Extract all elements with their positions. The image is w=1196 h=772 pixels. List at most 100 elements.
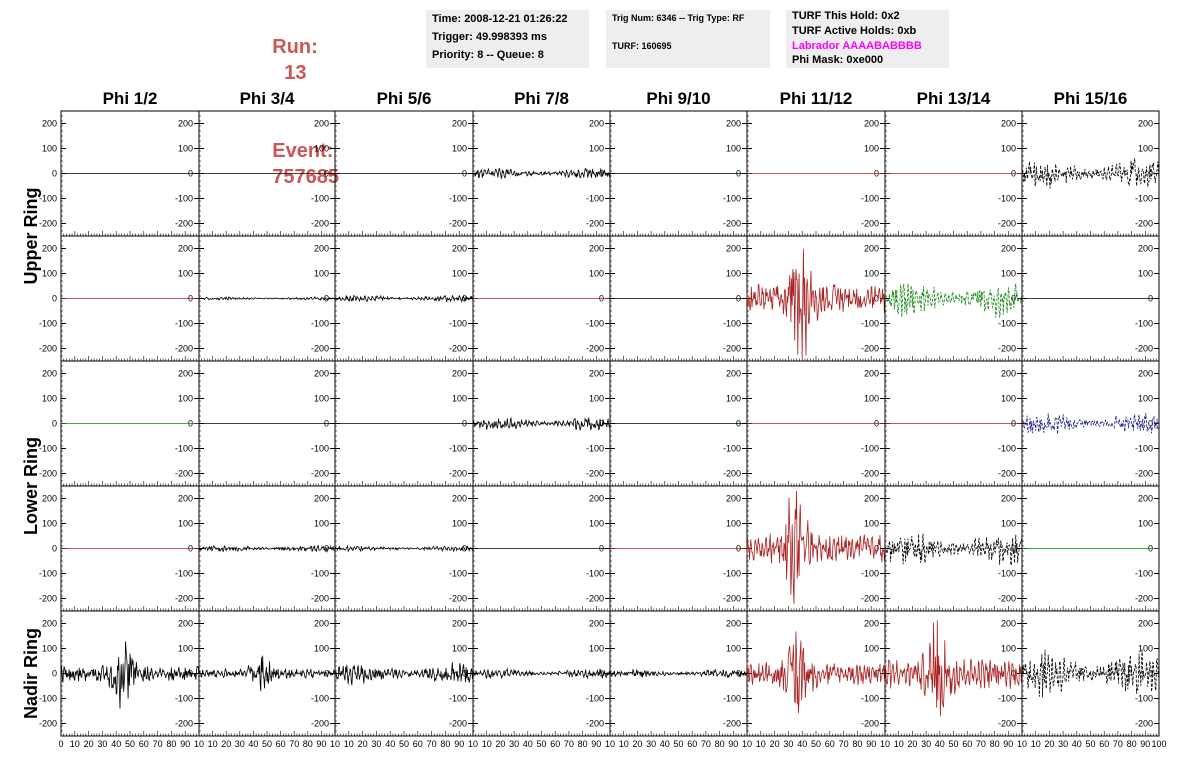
y-tick-label: -100 xyxy=(175,569,193,579)
x-tick-label: 20 xyxy=(1044,739,1054,749)
y-tick-label: 200 xyxy=(864,119,879,129)
y-tick-label: 100 xyxy=(589,519,604,529)
x-tick-label: 30 xyxy=(235,739,245,749)
y-tick-label: 200 xyxy=(1001,619,1016,629)
y-tick-label: -200 xyxy=(449,719,467,729)
y-tick-label: 200 xyxy=(178,619,193,629)
y-tick-label: 100 xyxy=(1001,269,1016,279)
y-tick-label: -200 xyxy=(723,594,741,604)
y-tick-label: 0 xyxy=(324,294,329,304)
y-tick-label: -100 xyxy=(449,319,467,329)
column-title: Phi 7/8 xyxy=(514,89,569,108)
y-tick-label: -200 xyxy=(998,469,1016,479)
y-tick-label: 200 xyxy=(589,119,604,129)
waveform-trace xyxy=(1021,649,1160,698)
y-axis-label-left: -200 xyxy=(39,469,57,479)
y-tick-label: 100 xyxy=(1001,644,1016,654)
y-tick-label: 200 xyxy=(314,494,329,504)
x-tick-label: 100 xyxy=(1151,739,1166,749)
y-tick-label: 200 xyxy=(1138,119,1153,129)
phi-mask-text: Phi Mask: 0xe000 xyxy=(792,54,884,66)
x-tick-label: 40 xyxy=(660,739,670,749)
y-tick-label: -200 xyxy=(449,469,467,479)
x-tick-label: 80 xyxy=(166,739,176,749)
waveform-trace xyxy=(334,544,474,553)
y-tick-label: 100 xyxy=(1001,394,1016,404)
x-tick-label: 90 xyxy=(180,739,190,749)
y-tick-label: 100 xyxy=(589,269,604,279)
x-tick-label: 0 xyxy=(58,739,63,749)
y-tick-label: 100 xyxy=(178,269,193,279)
column-title: Phi 3/4 xyxy=(240,89,295,108)
x-tick-label: 50 xyxy=(399,739,409,749)
y-tick-label: -200 xyxy=(586,719,604,729)
y-tick-label: 100 xyxy=(1138,269,1153,279)
y-tick-label: 100 xyxy=(314,144,329,154)
y-tick-label: -200 xyxy=(311,344,329,354)
x-tick-label: 40 xyxy=(385,739,395,749)
y-tick-label: 200 xyxy=(589,619,604,629)
y-tick-label: -100 xyxy=(1135,694,1153,704)
y-tick-label: 200 xyxy=(1138,619,1153,629)
row-title: Upper Ring xyxy=(21,188,41,285)
y-tick-label: 200 xyxy=(452,369,467,379)
x-tick-label: 10 xyxy=(194,739,204,749)
x-tick-label: 40 xyxy=(797,739,807,749)
y-tick-label: -200 xyxy=(586,219,604,229)
y-tick-label: 0 xyxy=(874,544,879,554)
x-tick-label: 30 xyxy=(646,739,656,749)
x-tick-label: 80 xyxy=(852,739,862,749)
y-tick-label: 200 xyxy=(314,119,329,129)
y-tick-label: -200 xyxy=(311,219,329,229)
x-tick-label: 60 xyxy=(139,739,149,749)
x-tick-label: 50 xyxy=(536,739,546,749)
waveform-trace xyxy=(1021,158,1160,189)
y-tick-label: -100 xyxy=(723,319,741,329)
x-tick-label: 90 xyxy=(728,739,738,749)
y-tick-label: -200 xyxy=(861,344,879,354)
y-tick-label: 200 xyxy=(178,369,193,379)
y-tick-label: -100 xyxy=(449,569,467,579)
y-axis-label-left: -200 xyxy=(39,719,57,729)
x-tick-label: 10 xyxy=(1031,739,1041,749)
y-tick-label: 200 xyxy=(726,119,741,129)
waveform-trace xyxy=(334,294,474,303)
x-tick-label: 10 xyxy=(894,739,904,749)
y-tick-label: -200 xyxy=(311,594,329,604)
y-tick-label: -100 xyxy=(723,194,741,204)
y-axis-label-left: 200 xyxy=(42,119,57,129)
turf-active-holds-text: TURF Active Holds: 0xb xyxy=(792,25,917,37)
x-tick-label: 50 xyxy=(1085,739,1095,749)
y-tick-label: 100 xyxy=(314,269,329,279)
waveform-trace xyxy=(198,655,336,692)
waveform-trace xyxy=(334,662,474,686)
x-tick-label: 20 xyxy=(632,739,642,749)
y-tick-label: -100 xyxy=(723,569,741,579)
y-tick-label: -200 xyxy=(449,344,467,354)
y-tick-label: 100 xyxy=(864,394,879,404)
x-tick-label: 10 xyxy=(208,739,218,749)
turf-this-hold-text: TURF This Hold: 0x2 xyxy=(792,10,900,22)
y-tick-label: 100 xyxy=(864,644,879,654)
event-value: 757685 xyxy=(272,166,339,188)
y-tick-label: -100 xyxy=(998,444,1016,454)
y-tick-label: 0 xyxy=(462,669,467,679)
y-tick-label: -100 xyxy=(449,194,467,204)
row-title: Lower Ring xyxy=(21,437,41,535)
y-tick-label: -200 xyxy=(1135,719,1153,729)
y-tick-label: -200 xyxy=(586,344,604,354)
y-tick-label: 200 xyxy=(1001,244,1016,254)
waveform-trace xyxy=(60,641,200,709)
y-tick-label: 200 xyxy=(726,369,741,379)
y-tick-label: -200 xyxy=(586,469,604,479)
y-tick-label: -100 xyxy=(998,194,1016,204)
y-axis-label-left: -100 xyxy=(39,444,57,454)
y-tick-label: -200 xyxy=(175,719,193,729)
y-tick-label: -200 xyxy=(311,719,329,729)
y-tick-label: -100 xyxy=(1135,194,1153,204)
x-tick-label: 10 xyxy=(605,739,615,749)
waveform-trace xyxy=(746,248,886,357)
x-tick-label: 80 xyxy=(578,739,588,749)
y-tick-label: 200 xyxy=(1001,369,1016,379)
